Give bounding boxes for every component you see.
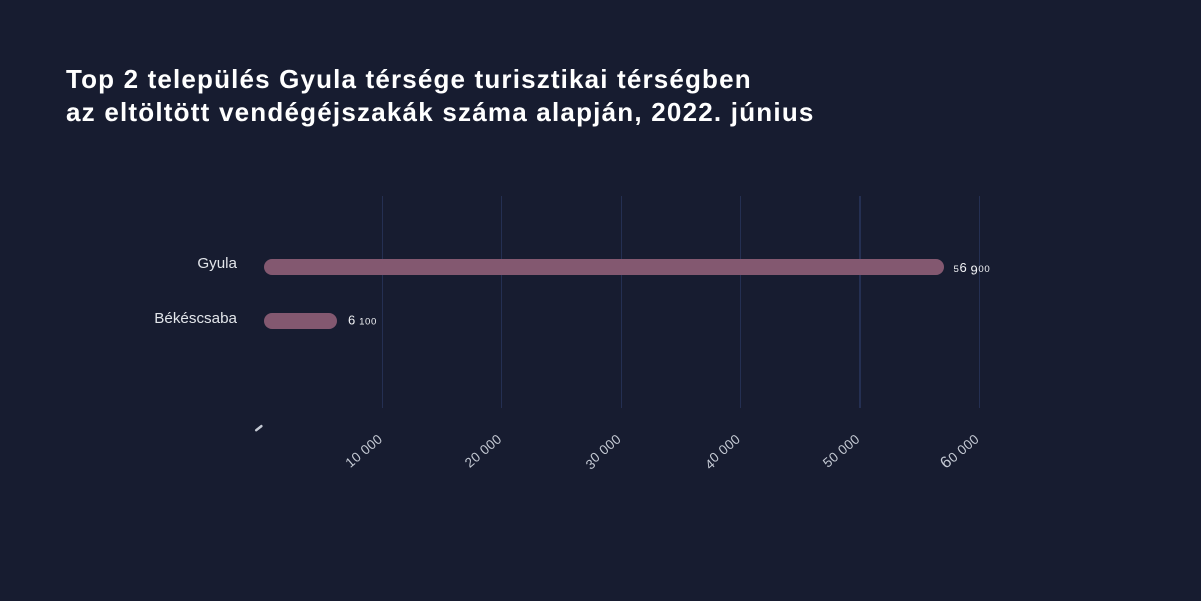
svg-text:60 000: 60 000 [937,430,983,473]
svg-text:56 900: 56 900 [954,260,991,278]
svg-text:6 100: 6 100 [348,312,377,327]
svg-text:10 000: 10 000 [343,431,386,470]
svg-text:40 000: 40 000 [701,431,745,472]
svg-text:20 000: 20 000 [462,431,505,470]
svg-text:50 000: 50 000 [820,431,863,470]
svg-text:30 000: 30 000 [581,431,625,472]
